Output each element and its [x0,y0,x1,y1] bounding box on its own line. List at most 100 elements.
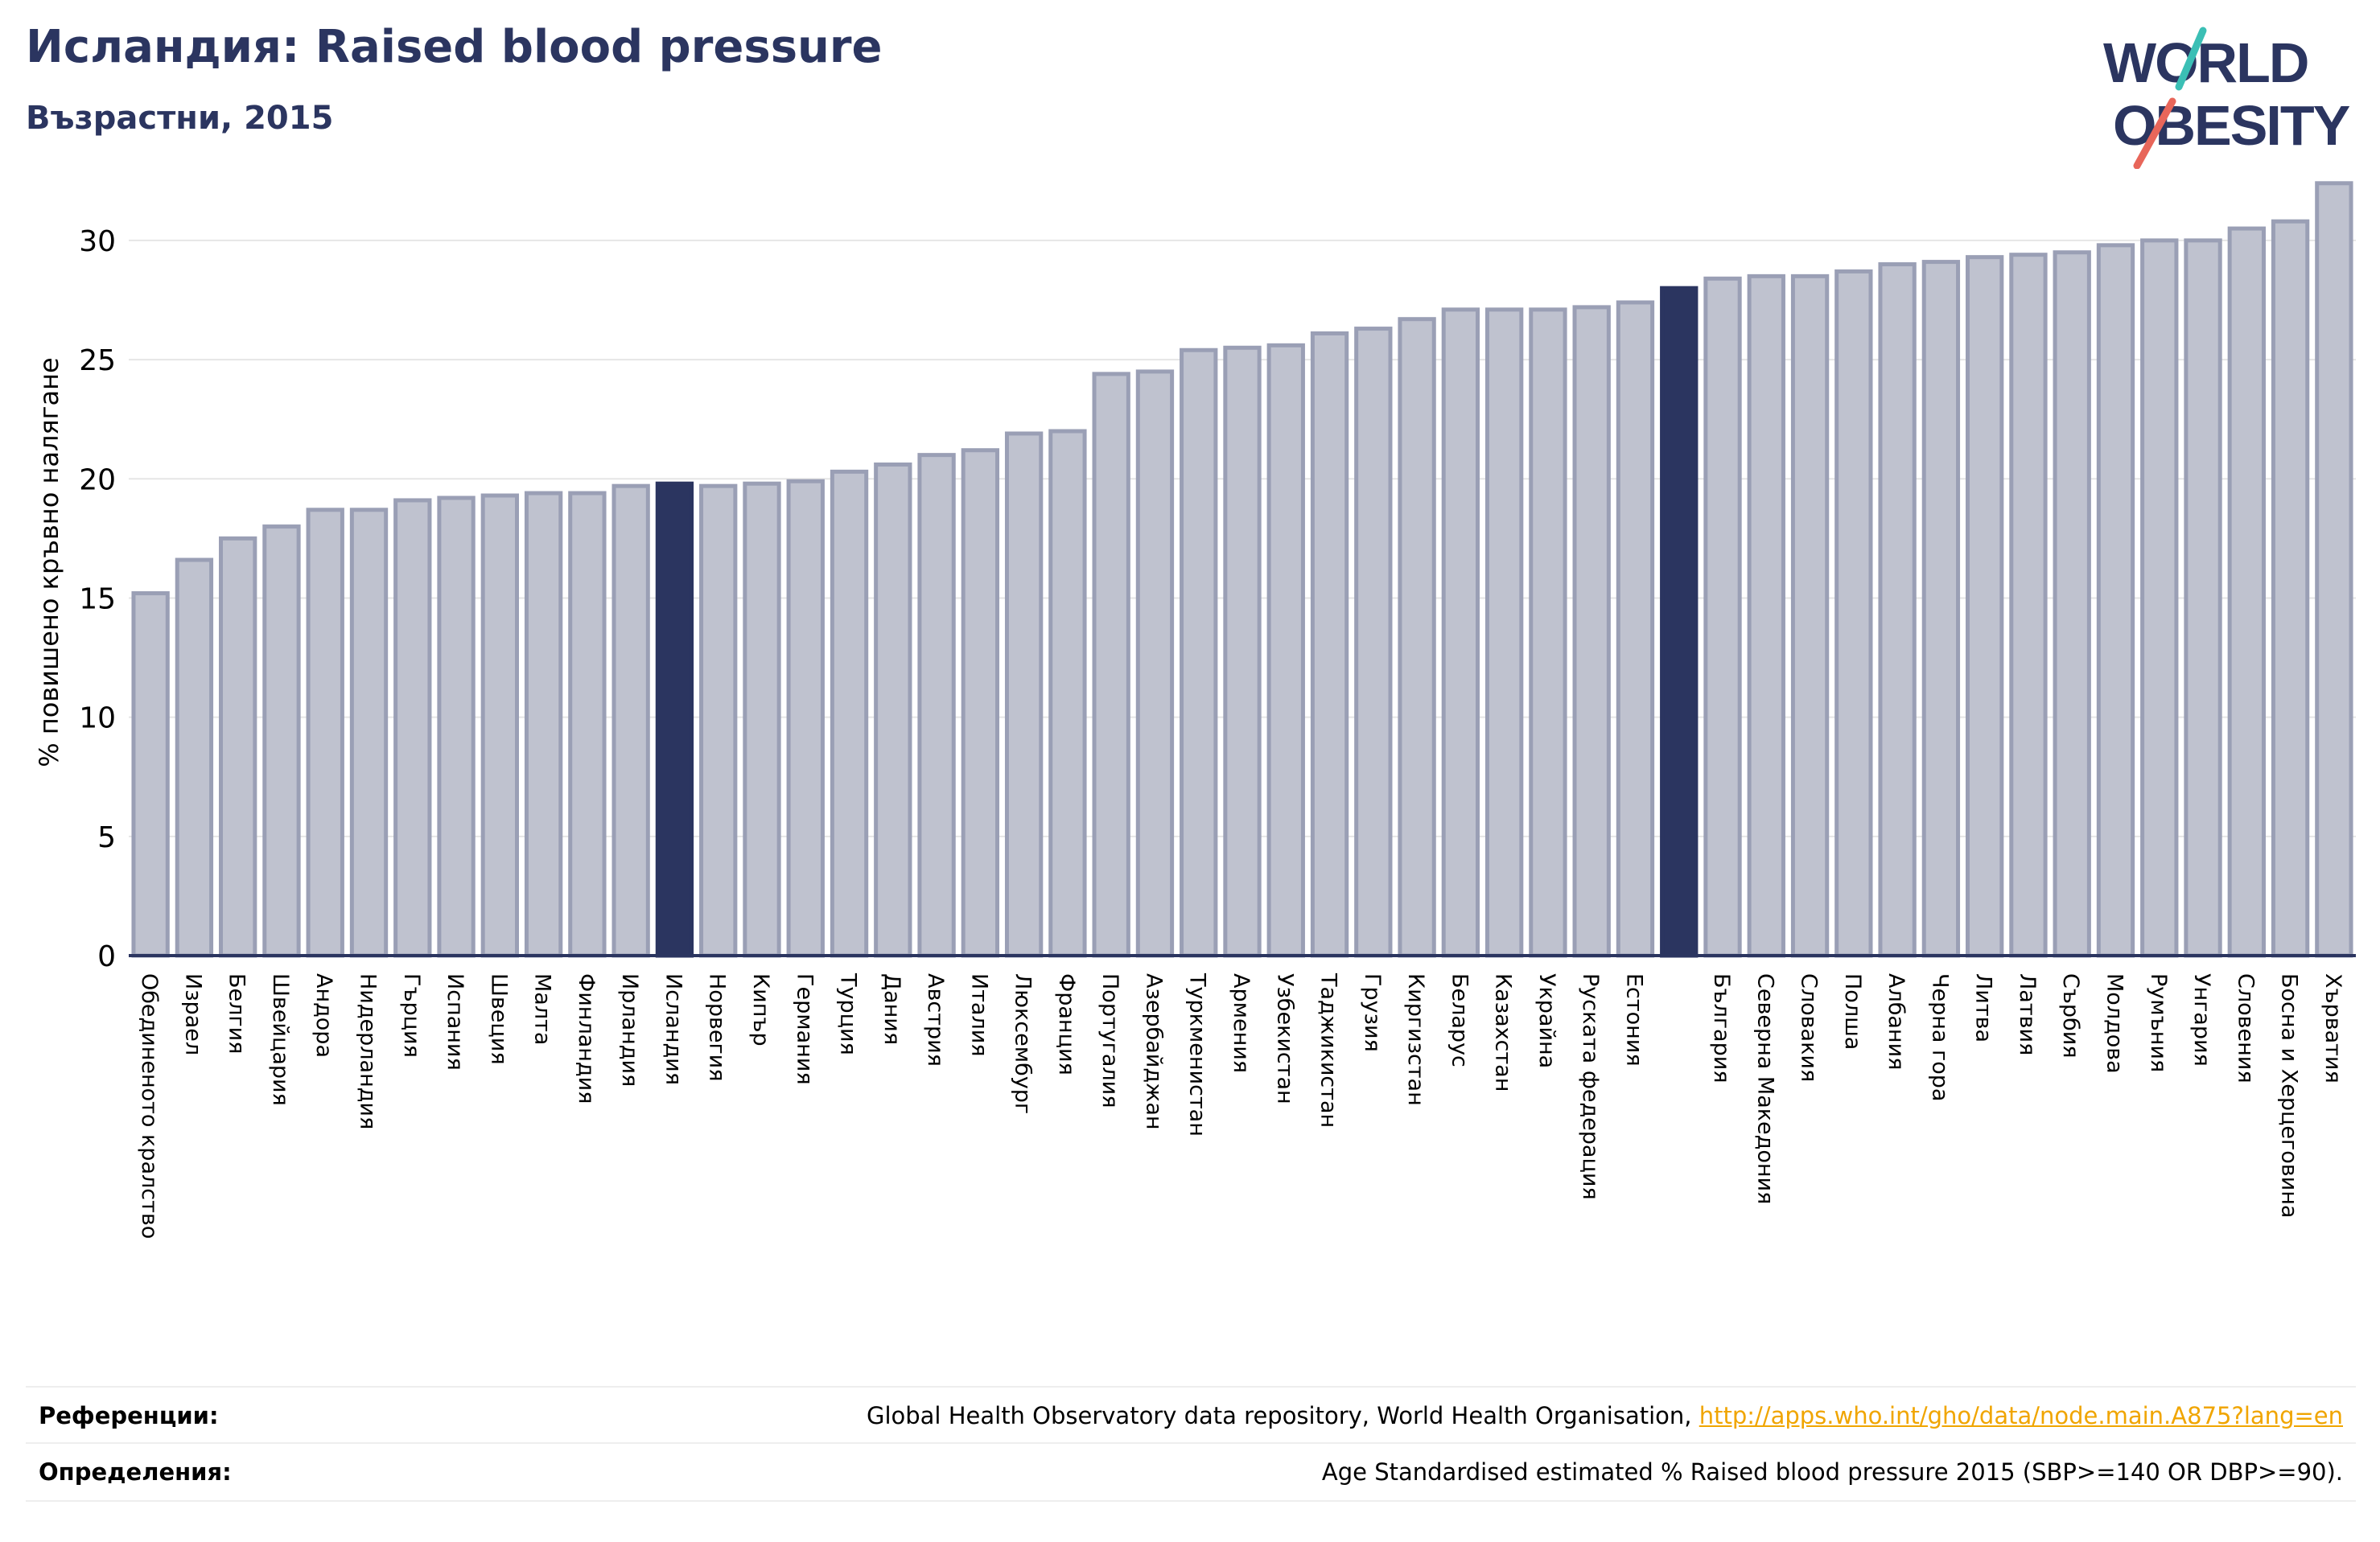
x-tick-label: Израел [180,973,205,1055]
y-tick-label: 20 [79,463,116,496]
bar [1135,369,1175,958]
x-tick-label: Таджикистан [1316,972,1341,1128]
x-tick-label: Исландия [661,973,686,1085]
bar [2184,238,2222,958]
x-tick-label: Латвия [2015,973,2040,1055]
bar [1660,286,1699,958]
bar [1921,260,1961,958]
x-tick-label: Обединеното кралство [137,973,162,1239]
bar [175,557,214,958]
bar [830,469,869,958]
x-tick-label: България [1709,973,1734,1084]
bar [786,479,825,958]
x-tick-label: Франция [1054,973,1079,1075]
logo-slash-bottom [2133,97,2176,169]
x-tick-label: Андора [311,973,336,1058]
x-tick-label: Естония [1621,973,1646,1067]
x-tick-label: Албания [1884,973,1909,1070]
logo-slash-top [2175,27,2207,91]
x-tick-label: Туркменистан [1185,972,1210,1137]
references-link[interactable]: http://apps.who.int/gho/data/node.main.A… [1699,1402,2343,1429]
x-tick-label: Португалия [1097,973,1122,1108]
bar [2009,253,2048,958]
world-obesity-logo: WORLD OBESITY [2103,27,2352,169]
x-tick-label: Швеция [486,973,511,1065]
x-tick-label: Украйна [1534,973,1559,1068]
bar [262,524,301,958]
x-tick-label: Казахстан [1491,973,1516,1092]
x-tick-label: Сърбия [2058,973,2083,1059]
x-tick-label: Дания [879,973,904,1045]
x-tick-label: Белгия [224,973,249,1054]
bar [2271,219,2310,958]
bar [917,453,956,958]
x-tick-label: Германия [792,973,817,1085]
x-tick-label: Малта [530,973,555,1045]
bar [1092,372,1130,958]
x-tick-label: Словакия [1797,973,1822,1082]
bar [1572,305,1611,958]
logo-text-world: WORLD [2103,31,2308,94]
y-tick-label: 15 [79,582,116,615]
bar [1398,317,1436,958]
x-tick-label: Армения [1229,973,1254,1073]
x-tick-label: Босна и Херцеговина [2277,973,2302,1218]
x-tick-label: Унгария [2189,973,2214,1067]
bar [2096,243,2135,958]
bar [1484,307,1524,958]
bar [1048,429,1087,958]
bar [1310,331,1349,958]
bar [1180,347,1218,958]
bar [437,495,476,958]
bar [1878,262,1917,958]
x-tick-label: Киргизстан [1403,973,1428,1106]
bar [2053,250,2091,958]
x-tick-label: Кипър [748,973,773,1047]
x-tick-label: Полша [1840,973,1865,1050]
bar [1223,345,1262,958]
bar [2315,181,2353,958]
bar [349,508,389,958]
bar [1616,300,1655,958]
bar [1747,273,1785,958]
x-tick-label: Норвегия [705,973,730,1081]
bar [1703,276,1742,958]
x-tick-label: Беларус [1447,973,1472,1067]
x-tick-label: Северна Македония [1752,973,1777,1204]
bar [393,498,432,958]
x-tick-label: Словения [2233,973,2258,1084]
x-tick-label: Ирландия [617,973,642,1087]
bar [1834,269,1873,958]
bar [655,481,694,958]
x-tick-label: Черна гора [1927,973,1952,1101]
x-tick-label: Швейцария [268,973,293,1106]
x-tick-label: Турция [836,972,861,1055]
bar [524,491,563,958]
bar [961,448,1000,958]
references-value: Global Health Observatory data repositor… [867,1402,2356,1429]
y-tick-label: 5 [97,821,116,854]
x-tick-label: Азербайджан [1141,973,1166,1130]
references-label: Референции: [39,1402,219,1429]
bar [568,491,607,958]
logo-text-obesity: OBESITY [2113,94,2350,157]
x-tick-label: Литва [1971,973,1996,1042]
bar [1354,327,1393,958]
x-tick-label: Молдова [2102,973,2127,1074]
bar [1004,431,1044,958]
x-tick-label: Финландия [574,973,599,1104]
x-tick-label: Нидерландия [356,973,381,1129]
bar [131,591,170,958]
bar [699,483,738,958]
y-tick-label: 25 [79,344,116,377]
bar [1529,307,1567,958]
bar [219,536,257,958]
x-tick-label: Австрия [923,973,948,1067]
bar [1965,255,2004,958]
y-tick-label: 0 [97,940,116,973]
bar-chart: 0 5 10 15 20 25 30 % повишено кръвно налягане Об… [34,181,2356,1239]
x-tick-label: Грузия [1360,973,1385,1052]
y-axis-label: % повишено кръвно налягане [34,357,64,767]
x-tick-label: Руската федерация [1578,973,1603,1200]
x-tick-label: Люксембург [1011,973,1036,1114]
